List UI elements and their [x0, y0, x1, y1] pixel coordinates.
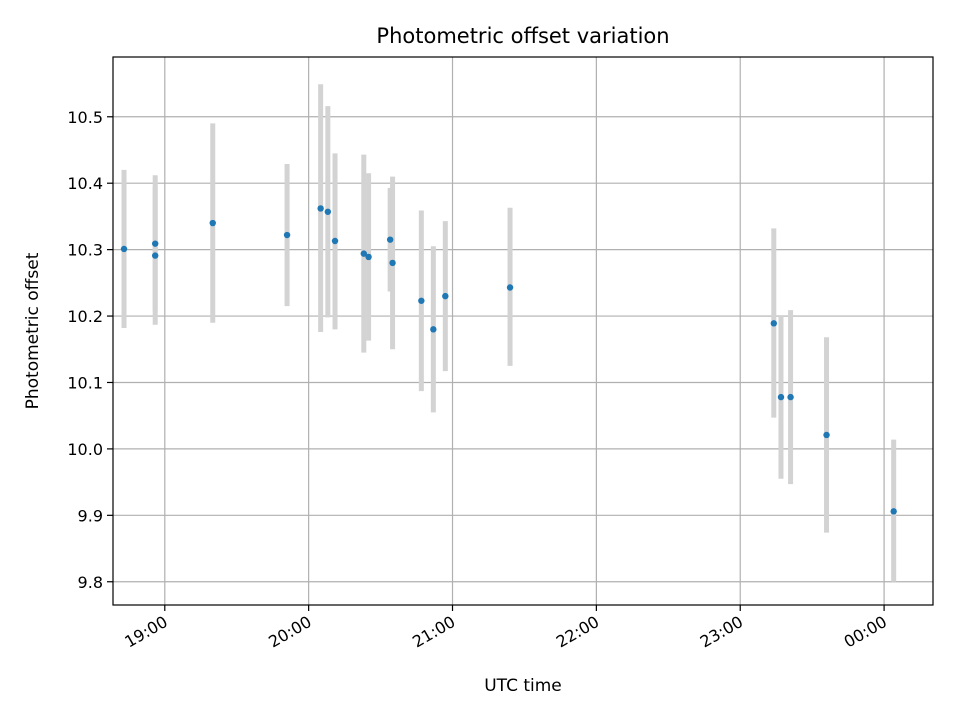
data-point — [890, 508, 897, 515]
y-tick-label: 9.8 — [78, 573, 103, 592]
error-bars — [121, 84, 897, 582]
y-tick-label: 10.4 — [67, 174, 103, 193]
data-point — [777, 393, 785, 401]
data-point — [787, 393, 794, 401]
y-axis-label: Photometric offset — [23, 252, 43, 409]
x-tick-label: 00:00 — [841, 612, 890, 652]
x-axis-ticks: 19:00 20:00 21:00 22:00 23:00 00:00 — [121, 605, 890, 652]
y-axis-ticks: 9.8 9.9 10.0 10.1 10.2 10.3 10.4 10.5 — [67, 108, 113, 592]
grid-lines — [113, 57, 933, 605]
y-tick-label: 10.3 — [67, 241, 103, 260]
data-point — [331, 237, 339, 245]
data-points — [120, 205, 897, 515]
data-point — [506, 284, 514, 291]
data-point — [770, 320, 777, 327]
data-point — [120, 245, 128, 253]
x-tick-label: 19:00 — [121, 612, 170, 652]
data-point — [365, 253, 372, 261]
data-point — [209, 219, 216, 227]
chart-title: Photometric offset variation — [376, 24, 669, 48]
x-tick-label: 20:00 — [265, 612, 314, 652]
data-point — [151, 252, 159, 259]
y-tick-label: 9.9 — [78, 506, 103, 525]
data-point — [360, 250, 367, 257]
y-tick-label: 10.5 — [67, 108, 103, 127]
data-point — [386, 236, 394, 243]
data-point — [283, 231, 291, 239]
data-point — [430, 326, 437, 333]
y-tick-label: 10.2 — [67, 307, 103, 326]
plot-frame — [112, 56, 934, 606]
data-point — [823, 431, 830, 439]
y-tick-label: 10.1 — [67, 373, 103, 392]
data-point — [442, 292, 449, 300]
y-tick-label: 10.0 — [67, 440, 103, 459]
x-tick-label: 22:00 — [553, 612, 602, 652]
data-point — [151, 240, 159, 247]
x-tick-label: 21:00 — [409, 612, 458, 652]
data-point — [389, 259, 396, 267]
x-tick-label: 23:00 — [697, 612, 746, 652]
data-point — [418, 297, 425, 304]
data-point — [317, 205, 324, 212]
x-axis-label: UTC time — [484, 676, 562, 696]
data-point — [324, 208, 332, 215]
